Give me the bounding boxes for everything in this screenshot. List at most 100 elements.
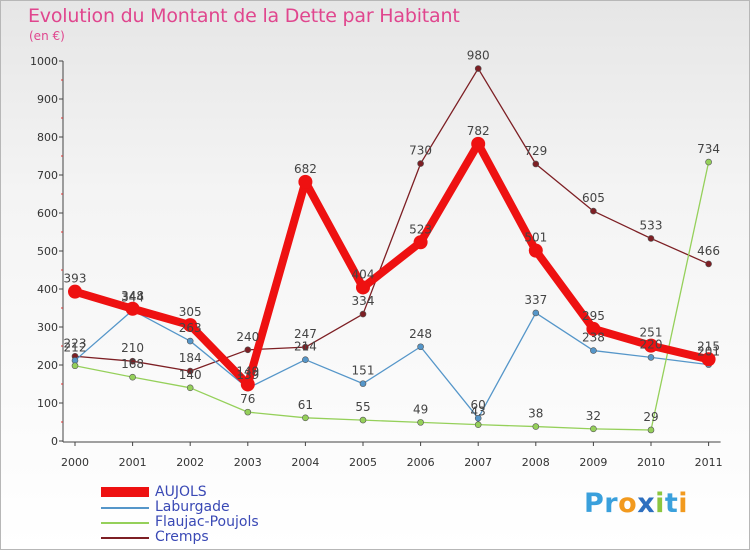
data-point-laburgade bbox=[186, 337, 194, 345]
logo-letter: x bbox=[637, 488, 656, 519]
data-label-laburgade: 337 bbox=[524, 293, 547, 307]
data-point-flaujac-poujols bbox=[417, 419, 424, 426]
y-tick-label: 700 bbox=[37, 169, 58, 182]
data-label-aujols: 251 bbox=[640, 326, 663, 340]
data-label-aujols: 305 bbox=[179, 305, 202, 319]
chart-title: Evolution du Montant de la Dette par Hab… bbox=[28, 5, 460, 27]
data-label-cremps: 533 bbox=[640, 218, 663, 232]
data-point-cremps bbox=[244, 346, 252, 354]
data-label-cremps: 247 bbox=[294, 327, 317, 341]
data-point-flaujac-poujols bbox=[647, 426, 655, 434]
data-point-aujols bbox=[298, 174, 313, 189]
legend-swatch-cremps bbox=[101, 537, 149, 539]
data-label-laburgade: 248 bbox=[409, 327, 432, 341]
y-tick-label: 1000 bbox=[30, 55, 58, 68]
data-point-cremps bbox=[532, 160, 540, 168]
data-label-laburgade: 238 bbox=[582, 331, 605, 345]
data-label-aujols: 295 bbox=[582, 309, 605, 323]
logo-letter: i bbox=[678, 488, 689, 519]
data-label-laburgade: 212 bbox=[64, 340, 87, 354]
y-tick-label: 300 bbox=[37, 321, 58, 334]
data-point-cremps bbox=[474, 65, 482, 72]
y-tick-label: 400 bbox=[37, 283, 58, 296]
data-label-flaujac-poujols: 49 bbox=[413, 402, 428, 416]
data-label-flaujac-poujols: 43 bbox=[471, 405, 486, 419]
y-tick-label: 0 bbox=[51, 435, 58, 448]
data-point-flaujac-poujols bbox=[359, 416, 367, 424]
y-tick-label: 500 bbox=[37, 245, 58, 258]
data-point-cremps bbox=[647, 235, 655, 242]
data-point-flaujac-poujols bbox=[71, 362, 79, 370]
data-point-flaujac-poujols bbox=[129, 373, 136, 381]
data-point-laburgade bbox=[302, 356, 309, 363]
data-label-cremps: 223 bbox=[64, 336, 87, 350]
data-label-aujols: 682 bbox=[294, 162, 317, 176]
data-label-flaujac-poujols: 61 bbox=[298, 398, 313, 412]
x-tick-label: 2005 bbox=[349, 456, 377, 469]
data-point-aujols bbox=[183, 318, 198, 333]
data-point-flaujac-poujols bbox=[474, 421, 482, 428]
data-point-aujols bbox=[413, 235, 428, 250]
data-label-laburgade: 139 bbox=[236, 368, 259, 382]
data-point-aujols bbox=[644, 338, 658, 353]
data-label-cremps: 980 bbox=[467, 49, 490, 63]
data-label-flaujac-poujols: 38 bbox=[528, 407, 543, 421]
logo-letter: t bbox=[664, 488, 679, 519]
y-axis-unit: (en €) bbox=[29, 29, 65, 43]
data-label-laburgade: 220 bbox=[640, 337, 663, 351]
data-point-cremps bbox=[359, 310, 367, 318]
data-point-aujols bbox=[701, 352, 716, 367]
data-label-aujols: 348 bbox=[121, 289, 144, 303]
data-label-laburgade: 344 bbox=[121, 290, 144, 304]
data-point-laburgade bbox=[359, 380, 367, 387]
data-point-cremps bbox=[417, 160, 424, 167]
x-tick-label: 2004 bbox=[291, 456, 319, 469]
data-point-flaujac-poujols bbox=[186, 384, 194, 392]
legend-label-cremps: Cremps bbox=[155, 529, 209, 545]
data-label-flaujac-poujols: 55 bbox=[355, 400, 370, 414]
data-point-flaujac-poujols bbox=[302, 414, 309, 422]
data-point-laburgade bbox=[532, 309, 540, 317]
x-tick-label: 2009 bbox=[579, 456, 607, 469]
x-tick-label: 2008 bbox=[522, 456, 550, 469]
legend-swatch-laburgade bbox=[101, 507, 149, 509]
data-label-cremps: 184 bbox=[179, 351, 202, 365]
series-line-laburgade bbox=[74, 309, 710, 419]
x-tick-label: 2010 bbox=[637, 456, 665, 469]
data-point-cremps bbox=[590, 207, 597, 215]
x-tick-label: 2007 bbox=[464, 456, 492, 469]
data-label-flaujac-poujols: 29 bbox=[643, 410, 658, 424]
data-point-laburgade bbox=[474, 414, 482, 422]
data-point-cremps bbox=[302, 343, 309, 351]
data-label-aujols: 149 bbox=[236, 364, 259, 378]
data-point-flaujac-poujols bbox=[532, 423, 540, 430]
data-label-aujols: 501 bbox=[524, 231, 547, 245]
data-point-laburgade bbox=[647, 354, 655, 361]
y-tick-label: 900 bbox=[37, 93, 58, 106]
x-tick-label: 2003 bbox=[234, 456, 262, 469]
data-label-laburgade: 60 bbox=[471, 398, 486, 412]
y-tick-label: 100 bbox=[37, 397, 58, 410]
data-point-aujols bbox=[471, 136, 486, 151]
data-label-laburgade: 151 bbox=[352, 364, 375, 378]
data-label-flaujac-poujols: 168 bbox=[121, 357, 144, 371]
data-label-flaujac-poujols: 734 bbox=[697, 142, 720, 156]
data-point-flaujac-poujols bbox=[244, 408, 252, 416]
data-label-cremps: 729 bbox=[524, 144, 547, 158]
data-label-aujols: 404 bbox=[352, 267, 375, 281]
data-label-flaujac-poujols: 140 bbox=[179, 368, 202, 382]
data-point-laburgade bbox=[590, 347, 597, 354]
legend-label-aujols: AUJOLS bbox=[155, 484, 207, 500]
x-tick-label: 2011 bbox=[695, 456, 723, 469]
data-point-aujols bbox=[125, 301, 140, 316]
data-label-flaujac-poujols: 76 bbox=[240, 392, 255, 406]
data-label-flaujac-poujols: 32 bbox=[586, 409, 601, 423]
logo-letter: r bbox=[604, 488, 619, 519]
data-label-aujols: 215 bbox=[697, 339, 720, 353]
proxiti-logo: Proxiti bbox=[584, 488, 688, 519]
data-point-laburgade bbox=[417, 343, 424, 351]
data-point-flaujac-poujols bbox=[705, 158, 712, 166]
data-label-aujols: 782 bbox=[467, 124, 490, 138]
